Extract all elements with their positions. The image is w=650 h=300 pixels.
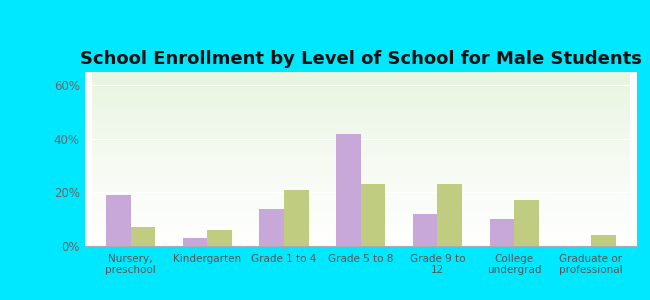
Bar (591, 235, 616, 246)
Bar (207, 230, 232, 246)
Title: School Enrollment by Level of School for Male Students: School Enrollment by Level of School for… (80, 50, 642, 68)
Bar (131, 227, 155, 246)
Bar (489, 219, 514, 246)
Bar (259, 208, 284, 246)
Bar (183, 238, 207, 246)
Bar (413, 214, 437, 246)
Bar (106, 195, 131, 246)
Bar (284, 190, 309, 246)
Bar (336, 134, 361, 246)
Bar (514, 200, 539, 246)
Bar (437, 184, 462, 246)
Bar (361, 184, 385, 246)
